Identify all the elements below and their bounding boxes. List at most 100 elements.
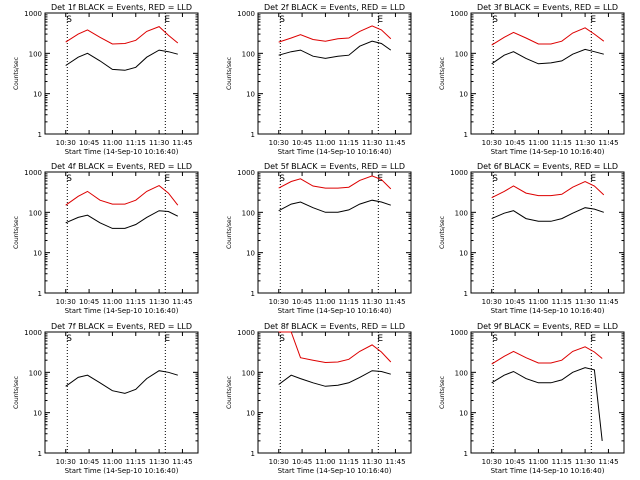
plot-frame [44, 171, 199, 294]
x-tick-label: 10:45 [292, 298, 312, 306]
x-tick-label: 11:45 [385, 139, 405, 147]
x-tick-label: 11:30 [149, 458, 169, 466]
panel-title: Det 9f BLACK = Events, RED = LLD [477, 322, 618, 331]
x-tick-label: 10:45 [292, 458, 312, 466]
x-axis-label: Start Time (14-Sep-10 10:16:40) [278, 148, 392, 156]
y-tick-label: 100 [29, 50, 42, 58]
x-tick-label: 11:00 [528, 298, 548, 306]
x-tick-label: 10:45 [505, 458, 525, 466]
series-lld-line [278, 175, 392, 190]
end-marker-label: E [377, 15, 383, 25]
y-tick-label: 1 [38, 450, 42, 458]
x-tick-label: 10:45 [79, 458, 99, 466]
x-tick-label: 11:30 [149, 298, 169, 306]
y-tick-label: 100 [455, 369, 468, 377]
start-marker-label: S [279, 334, 285, 344]
y-tick-label: 1 [464, 290, 468, 298]
series-events-line [278, 370, 391, 387]
x-tick-label: 11:30 [575, 458, 595, 466]
series-events-line [491, 207, 604, 222]
x-tick-label: 10:30 [482, 298, 502, 306]
y-tick-label: 1000 [450, 329, 468, 337]
plot-frame [257, 331, 412, 454]
y-axis-label: Counts/sec [13, 376, 20, 409]
series-lld-line [491, 180, 605, 199]
x-tick-label: 11:00 [102, 458, 122, 466]
detector-panel-3: Det 3f BLACK = Events, RED = LLD 1 10 100 10… [439, 3, 625, 156]
plot-frame [470, 12, 625, 135]
x-tick-label: 10:30 [482, 139, 502, 147]
x-tick-label: 10:30 [269, 458, 289, 466]
y-tick-label: 10 [246, 250, 255, 258]
y-tick-label: 1000 [450, 169, 468, 177]
x-tick-label: 11:00 [528, 458, 548, 466]
series-lld-line [65, 26, 179, 45]
plot-frame [257, 171, 412, 294]
panel-title: Det 3f BLACK = Events, RED = LLD [477, 3, 618, 12]
panel-title: Det 7f BLACK = Events, RED = LLD [51, 322, 192, 331]
panel-title: Det 8f BLACK = Events, RED = LLD [264, 322, 405, 331]
y-tick-label: 100 [242, 369, 255, 377]
y-tick-label: 10 [459, 91, 468, 99]
y-tick-label: 10 [33, 91, 42, 99]
x-tick-label: 11:45 [385, 298, 405, 306]
series-events-line [491, 48, 604, 65]
start-marker-label: S [66, 15, 72, 25]
y-tick-label: 1000 [24, 329, 42, 337]
plot-frame [470, 171, 625, 294]
start-marker-label: S [492, 174, 498, 184]
end-marker-label: E [590, 174, 596, 184]
y-tick-label: 1 [38, 290, 42, 298]
y-tick-label: 1 [464, 450, 468, 458]
x-tick-label: 11:45 [385, 458, 405, 466]
plot-frame [44, 12, 199, 135]
y-tick-label: 100 [455, 50, 468, 58]
end-marker-label: E [377, 334, 383, 344]
series-events-line [65, 370, 178, 394]
y-tick-label: 1 [251, 131, 255, 139]
series-lld-line [491, 27, 605, 46]
y-axis-label: Counts/sec [439, 216, 446, 249]
x-tick-label: 11:15 [126, 458, 146, 466]
start-marker-label: S [279, 15, 285, 25]
series-lld-line [491, 346, 603, 365]
panel-title: Det 1f BLACK = Events, RED = LLD [51, 3, 192, 12]
x-axis-label: Start Time (14-Sep-10 10:16:40) [278, 467, 392, 475]
plot-frame [44, 331, 199, 454]
plot-frame [470, 331, 625, 454]
x-tick-label: 10:30 [56, 139, 76, 147]
y-tick-label: 1000 [450, 10, 468, 18]
x-tick-label: 11:00 [528, 139, 548, 147]
detector-panel-9: Det 9f BLACK = Events, RED = LLD 1 10 100 10… [439, 322, 625, 475]
y-axis-label: Counts/sec [226, 216, 233, 249]
y-tick-label: 1 [464, 131, 468, 139]
y-tick-label: 100 [242, 50, 255, 58]
series-events-line [491, 367, 603, 441]
x-tick-label: 11:30 [362, 298, 382, 306]
x-tick-label: 11:15 [339, 458, 359, 466]
y-axis-label: Counts/sec [13, 216, 20, 249]
y-axis-label: Counts/sec [13, 57, 20, 90]
x-tick-label: 10:30 [56, 298, 76, 306]
x-tick-label: 11:30 [575, 298, 595, 306]
x-tick-label: 11:45 [598, 298, 618, 306]
x-tick-label: 10:45 [505, 298, 525, 306]
series-lld-line [278, 25, 392, 43]
y-tick-label: 10 [246, 410, 255, 418]
x-tick-label: 11:15 [552, 139, 572, 147]
y-tick-label: 10 [33, 250, 42, 258]
x-tick-label: 11:30 [149, 139, 169, 147]
x-tick-label: 11:30 [362, 458, 382, 466]
x-tick-label: 11:45 [598, 458, 618, 466]
x-axis-label: Start Time (14-Sep-10 10:16:40) [65, 307, 179, 315]
x-tick-label: 11:15 [552, 458, 572, 466]
x-tick-label: 11:00 [102, 139, 122, 147]
detector-panel-2: Det 2f BLACK = Events, RED = LLD 1 10 100 10… [226, 3, 412, 156]
start-marker-label: S [279, 174, 285, 184]
y-tick-label: 1000 [237, 10, 255, 18]
series-events-line [65, 210, 179, 229]
x-axis-label: Start Time (14-Sep-10 10:16:40) [491, 307, 605, 315]
x-axis-label: Start Time (14-Sep-10 10:16:40) [491, 467, 605, 475]
x-tick-label: 11:30 [575, 139, 595, 147]
